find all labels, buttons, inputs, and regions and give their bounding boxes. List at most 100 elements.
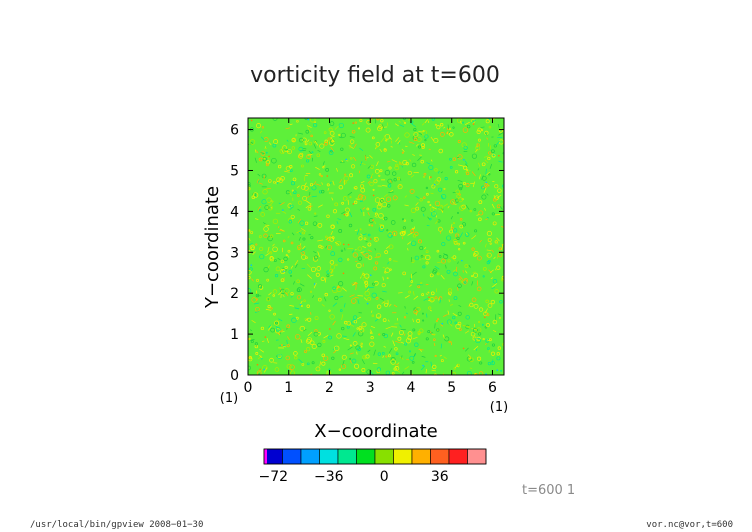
vorticity-contour [410,219,414,222]
vorticity-contour [381,301,385,304]
vorticity-contour [262,222,268,226]
vorticity-contour [289,313,293,315]
x-tick-label: 0 [244,380,253,396]
vorticity-contour [415,206,420,211]
vorticity-contour [313,283,317,289]
vorticity-contour [422,265,426,269]
vorticity-contour [319,143,325,149]
vorticity-contour [393,178,397,182]
vorticity-contour [349,156,353,160]
vorticity-contour [493,256,496,260]
vorticity-contour [305,338,311,344]
vorticity-contour [398,184,402,188]
vorticity-contour [255,306,260,312]
vorticity-contour [288,191,292,196]
vorticity-contour [289,207,293,210]
vorticity-extreme [483,316,486,319]
vorticity-contour [465,232,470,237]
vorticity-contour [305,204,311,209]
vorticity-contour [433,342,436,347]
vorticity-contour [248,242,253,246]
vorticity-contour [267,246,270,253]
vorticity-contour [375,145,378,148]
y-tick-label: 1 [230,327,239,343]
vorticity-contour [421,355,426,358]
vorticity-contour [471,153,478,159]
vorticity-contour [307,362,310,366]
vorticity-contour [340,147,344,151]
vorticity-contour [419,245,424,250]
vorticity-contour [453,296,458,301]
vorticity-contour [388,319,390,322]
vorticity-contour [404,132,410,138]
vorticity-contour [483,155,490,158]
vorticity-contour [292,177,297,182]
vorticity-contour [408,141,415,144]
vorticity-contour [347,346,353,351]
vorticity-contour [425,186,429,190]
vorticity-contour [479,239,482,243]
vorticity-contour [311,185,317,191]
vorticity-contour [476,143,480,147]
vorticity-contour [304,221,309,226]
vorticity-contour [328,335,333,340]
vorticity-contour [283,148,288,150]
vorticity-contour [428,165,434,171]
vorticity-contour [388,348,393,354]
vorticity-contour [441,195,444,200]
vorticity-contour [387,204,391,208]
vorticity-contour [273,139,279,145]
vorticity-contour [369,173,374,179]
vorticity-contour [397,184,403,190]
vorticity-contour [481,323,484,326]
vorticity-contour [305,200,311,204]
vorticity-contour [289,305,294,307]
vorticity-contour [382,333,386,337]
vorticity-contour [484,308,488,314]
vorticity-contour [360,187,366,193]
vorticity-contour [413,128,417,132]
vorticity-contour [253,302,260,305]
vorticity-extreme [343,213,346,216]
vorticity-contour [401,165,404,168]
x-axis-label: X−coordinate [314,421,437,442]
vorticity-contour [252,251,256,255]
vorticity-contour [266,187,272,190]
vorticity-contour [357,246,362,251]
vorticity-contour [270,327,275,333]
colorbar-swatch [467,448,487,465]
vorticity-contour [274,367,280,372]
colorbar-tick-label: −36 [314,469,344,485]
vorticity-contour [446,131,448,135]
vorticity-contour [265,224,270,226]
vorticity-contour [452,269,457,272]
vorticity-contour [259,354,263,359]
vorticity-contour [372,219,375,222]
vorticity-contour [351,319,357,325]
vorticity-contour [249,244,255,250]
vorticity-contour [307,195,311,198]
vorticity-contour [427,200,430,204]
vorticity-contour [394,165,400,171]
vorticity-contour [360,271,364,277]
vorticity-contour [383,300,387,303]
vorticity-extreme [372,194,375,197]
vorticity-contour [416,318,421,323]
vorticity-contour [332,209,337,214]
vorticity-contour [309,183,314,187]
y-tick-label: 2 [230,286,239,302]
vorticity-contour [491,343,496,347]
vorticity-contour [436,249,440,253]
vorticity-contour [477,127,482,133]
vorticity-contour [297,132,304,135]
vorticity-contour [354,121,357,124]
vorticity-contour [433,338,436,342]
vorticity-contour [311,151,314,154]
vorticity-contour [486,193,489,196]
vorticity-contour [334,125,340,130]
vorticity-contour [320,189,325,194]
vorticity-contour [329,264,336,270]
vorticity-contour [471,235,477,240]
vorticity-contour [290,241,294,245]
